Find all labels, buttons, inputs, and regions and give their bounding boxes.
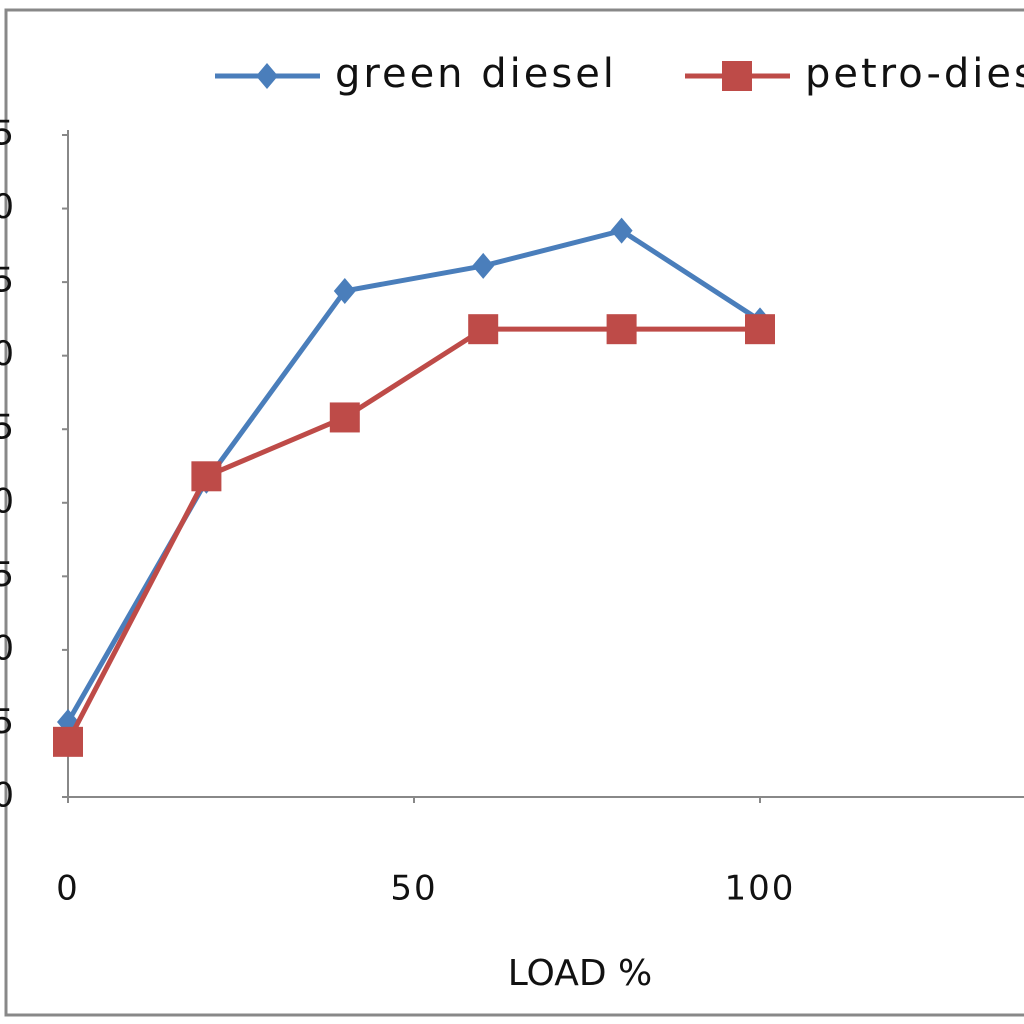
marker (53, 726, 83, 757)
y-tick-label: 40 (0, 187, 16, 227)
marker (333, 277, 356, 304)
y-tick-label: 25 (0, 408, 16, 448)
series-line (65, 326, 760, 743)
y-tick-label: 15 (0, 555, 16, 595)
marker (472, 252, 495, 279)
y-tick-label: 20 (0, 481, 16, 521)
marker (610, 217, 633, 244)
y-tick-label: 10 (0, 628, 16, 668)
x-tick-label: 100 (725, 869, 796, 909)
marker (329, 402, 360, 433)
marker (745, 314, 775, 345)
marker (606, 314, 637, 345)
marker (468, 314, 499, 345)
x-tick-label: 50 (390, 869, 437, 909)
legend-label: petro-diesel (805, 51, 1024, 97)
frame (4, 8, 1024, 1017)
y-tick-label: 45 (0, 114, 16, 154)
x-axis-title: LOAD % (508, 953, 652, 994)
x-tick-label: 0 (56, 869, 80, 909)
marker (191, 461, 222, 492)
marker (722, 61, 752, 91)
marker (256, 63, 278, 89)
legend-label: green diesel (335, 51, 617, 97)
y-tick-label: 0 (0, 776, 16, 816)
y-tick-label: 5 (0, 702, 16, 742)
y-tick-label: 30 (0, 334, 16, 374)
series-line (65, 228, 762, 724)
y-tick-label: 35 (0, 261, 16, 301)
